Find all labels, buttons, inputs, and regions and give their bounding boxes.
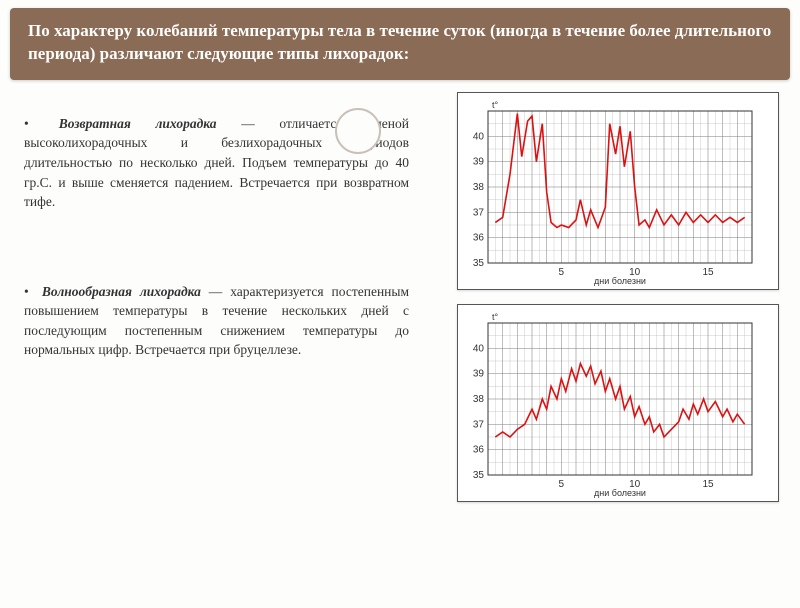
svg-text:40: 40 (473, 343, 485, 354)
svg-text:5: 5 (559, 267, 565, 278)
svg-text:15: 15 (702, 267, 714, 278)
svg-text:35: 35 (473, 470, 485, 481)
svg-text:дни болезни: дни болезни (594, 276, 646, 286)
svg-text:36: 36 (473, 233, 485, 244)
svg-text:39: 39 (473, 369, 485, 380)
svg-text:дни болезни: дни болезни (594, 488, 646, 498)
svg-text:t°: t° (492, 100, 499, 110)
chart-relapsing: 35363738394051015t°дни болезни (457, 92, 779, 290)
content-area: • Возвратная лихорадка — отличается смен… (0, 86, 800, 502)
chart-svg-2: 35363738394051015t°дни болезни (464, 309, 760, 499)
svg-text:38: 38 (473, 394, 485, 405)
paragraph-2: • Волнообразная лихорадка — характеризуе… (24, 282, 409, 360)
svg-text:37: 37 (473, 207, 485, 218)
svg-text:t°: t° (492, 312, 499, 322)
charts-column: 35363738394051015t°дни болезни 353637383… (419, 90, 779, 502)
svg-text:40: 40 (473, 131, 485, 142)
svg-text:35: 35 (473, 258, 485, 269)
svg-text:38: 38 (473, 182, 485, 193)
chart-undulant: 35363738394051015t°дни болезни (457, 304, 779, 502)
svg-text:36: 36 (473, 445, 485, 456)
term-1: Возвратная лихорадка (59, 116, 217, 131)
term-2: Волнообразная лихорадка (42, 284, 201, 299)
decorative-circle (335, 108, 381, 154)
svg-text:5: 5 (559, 479, 565, 490)
svg-text:37: 37 (473, 419, 485, 430)
slide-header: По характеру колебаний температуры тела … (10, 8, 790, 80)
chart-svg-1: 35363738394051015t°дни болезни (464, 97, 760, 287)
svg-text:15: 15 (702, 479, 714, 490)
svg-text:39: 39 (473, 157, 485, 168)
